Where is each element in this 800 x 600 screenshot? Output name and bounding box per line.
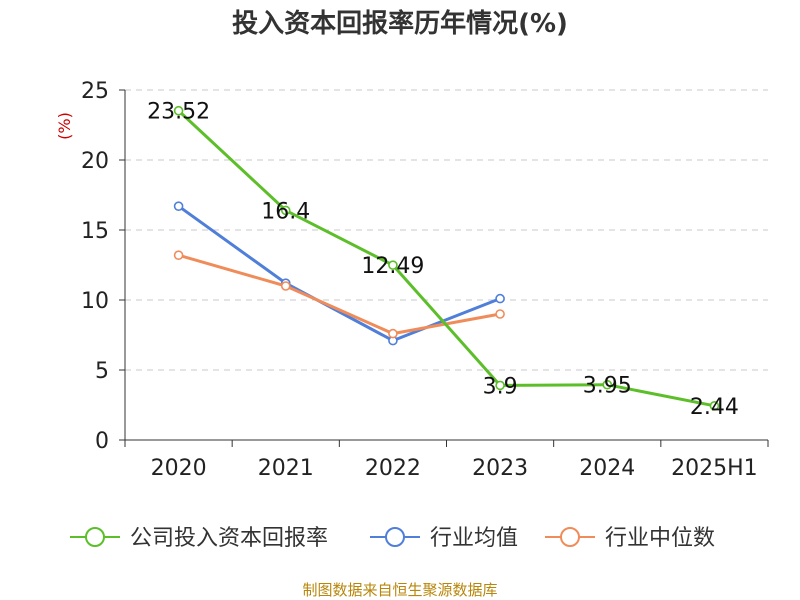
data-point[interactable] [173,250,184,260]
x-tick-label: 2022 [365,456,421,481]
x-tick-label: 2020 [151,456,207,481]
grid [125,89,768,371]
data-point[interactable] [280,281,291,291]
series-lines [173,105,720,411]
series-line [177,204,501,343]
data-point[interactable] [388,260,398,270]
legend-label: 公司投入资本回报率 [130,526,328,551]
data-label: 3.95 [583,374,632,399]
y-tick-label: 5 [95,359,109,384]
legend-marker [385,527,405,547]
data-point[interactable] [173,105,184,116]
legend-marker [560,527,580,547]
data-label: 3.9 [483,374,518,399]
legend-item[interactable]: 行业均值 [370,526,518,551]
x-tick-label: 2025H1 [671,456,758,481]
legend-label: 行业中位数 [605,526,715,551]
data-label: 2.44 [690,395,739,420]
x-tick-label: 2021 [258,456,314,481]
data-point[interactable] [388,328,398,339]
data-labels: 23.52 16.4 12.49 3.9 3.95 2.44 [147,100,739,420]
legend-marker [85,527,105,547]
series-line [177,109,715,408]
y-tick-label: 15 [81,219,109,244]
legend-label: 行业均值 [430,526,518,551]
source-note: 制图数据来自恒生聚源数据库 [302,581,497,599]
data-point[interactable] [709,401,720,411]
data-label: 12.49 [361,254,424,279]
x-tick-label: 2023 [472,456,528,481]
data-point[interactable] [602,379,613,390]
series-line [178,253,501,336]
y-tick-label: 10 [81,289,109,314]
data-label: 23.52 [147,100,210,125]
data-point[interactable] [173,201,184,211]
y-axis-unit: (%) [55,112,74,140]
data-point[interactable] [280,205,291,216]
data-label: 16.4 [261,199,310,224]
data-point[interactable] [495,309,505,319]
chart-title: 投入资本回报率历年情况(%) [232,8,568,39]
y-tick-label: 0 [95,429,109,454]
data-point[interactable] [495,380,505,391]
y-tick-label: 25 [81,79,109,104]
legend[interactable]: 公司投入资本回报率 行业均值 行业中位数 [70,526,715,551]
legend-item[interactable]: 公司投入资本回报率 [70,526,328,551]
x-tick-label: 2024 [579,456,635,481]
legend-item[interactable]: 行业中位数 [545,526,715,551]
y-tick-label: 20 [81,149,109,174]
data-point[interactable] [495,293,505,304]
axes: 0 5 10 15 20 25 2020 2021 2022 2023 2024 2025H1 [81,79,769,481]
